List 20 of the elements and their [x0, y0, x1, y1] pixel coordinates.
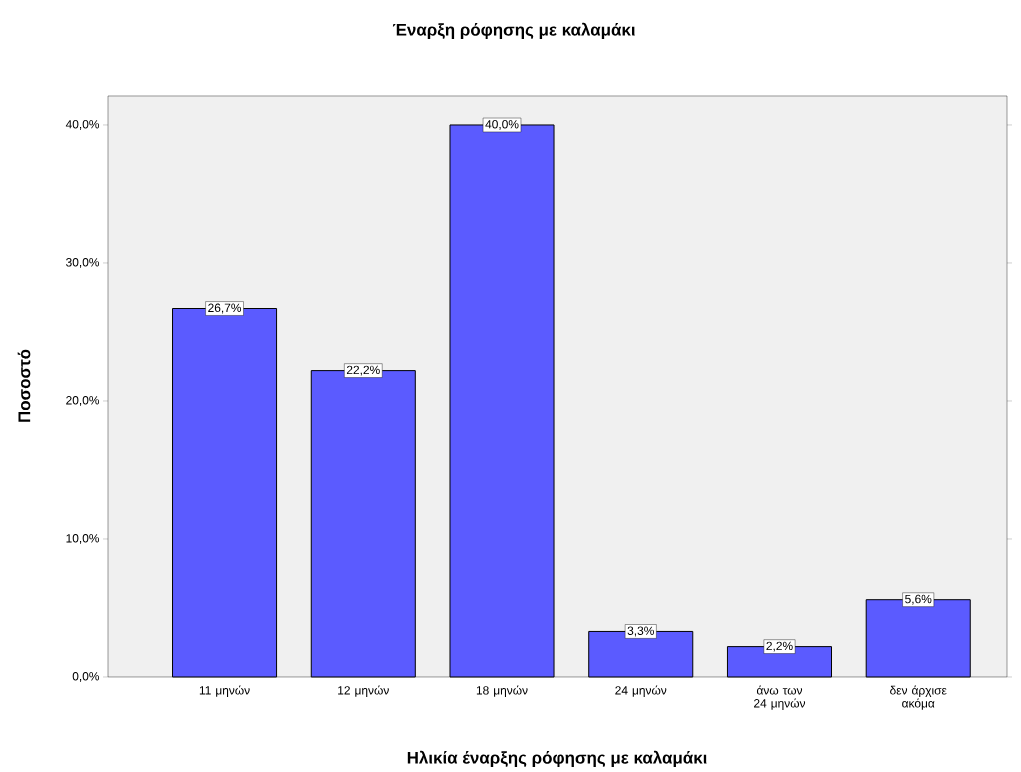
- y-tick-label: 40,0%: [65, 120, 100, 130]
- data-label: 26,7%: [208, 303, 242, 314]
- data-label: 2,2%: [766, 641, 793, 652]
- x-tick-label: δεν άρχισε ακόμα: [890, 685, 947, 710]
- y-axis-title: Ποσοστό: [17, 349, 31, 422]
- y-tick-label: 0,0%: [72, 672, 100, 682]
- chart-title: Έναρξη ρόφησης με καλαμάκι: [392, 22, 635, 40]
- x-tick-label: 24 μηνών: [615, 685, 667, 697]
- data-label: 40,0%: [485, 120, 519, 130]
- x-tick-label: 12 μηνών: [338, 685, 389, 697]
- y-tick-label: 10,0%: [66, 534, 100, 544]
- x-tick-label: άνω των 24 μηνών: [754, 685, 806, 710]
- y-tick-label: 30,0%: [66, 258, 100, 268]
- x-axis-title: Ηλικία έναρξης ρόφησης με καλαμάκι: [407, 750, 707, 768]
- data-label: 22,2%: [346, 365, 380, 376]
- data-label: 3,3%: [627, 626, 654, 637]
- y-tick-label: 20,0%: [66, 396, 100, 406]
- data-label: 5,6%: [905, 594, 932, 605]
- x-tick-label: 11 μηνών: [199, 685, 250, 697]
- x-tick-label: 18 μηνών: [476, 685, 528, 697]
